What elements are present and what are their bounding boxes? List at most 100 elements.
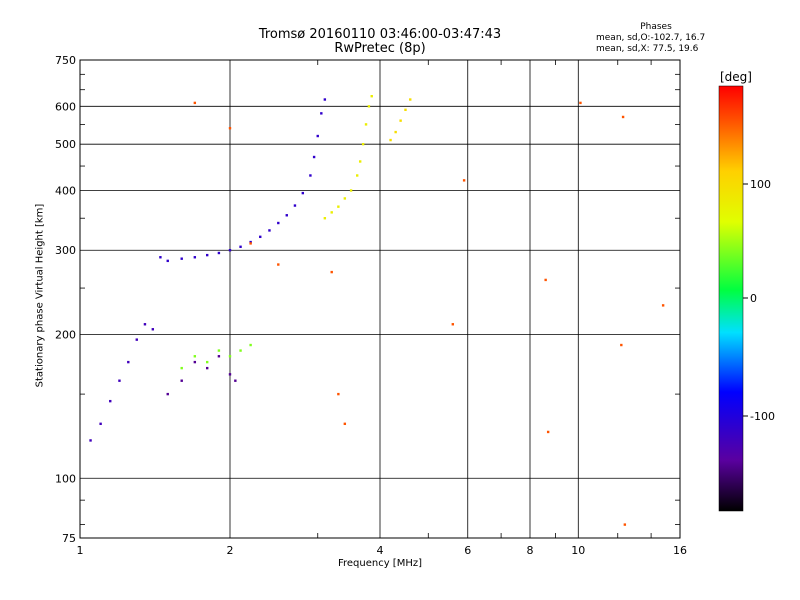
x-tick-label: 10 [571, 544, 585, 557]
data-point [193, 101, 197, 105]
phase-stats-o: mean, sd,O:-102.7, 16.7 [596, 33, 706, 43]
data-point [404, 108, 407, 112]
y-tick-label: 100 [55, 472, 76, 485]
data-point [323, 98, 327, 101]
data-point [620, 343, 623, 347]
data-point [323, 217, 327, 220]
data-point [249, 343, 252, 347]
data-point [277, 221, 280, 225]
colorbar [718, 85, 744, 512]
plot-frame [79, 59, 681, 539]
colorbar-ticks [743, 183, 748, 417]
data-point [309, 174, 312, 177]
data-point [228, 373, 232, 376]
phase-stats-x: mean, sd,X: 77.5, 19.6 [596, 44, 699, 54]
colorbar-tick-0: 0 [750, 292, 757, 305]
data-point [159, 256, 162, 259]
data-point [301, 191, 305, 195]
grid-lines [79, 59, 681, 539]
y-tick-label: 500 [55, 138, 76, 151]
data-point [228, 355, 232, 358]
data-point [239, 349, 242, 352]
x-axis-ticks: 1 2 4 6 8 10 16 [77, 60, 687, 557]
y-tick-label: 75 [62, 532, 76, 545]
data-point [180, 366, 183, 370]
data-point [370, 94, 373, 98]
x-tick-label: 8 [527, 544, 534, 557]
data-point [109, 399, 112, 403]
data-point [277, 263, 280, 266]
data-point [268, 229, 271, 232]
x-tick-label: 2 [227, 544, 234, 557]
data-point [358, 160, 362, 163]
data-point [312, 155, 316, 159]
x-tick-label: 4 [377, 544, 384, 557]
chart-title: Tromsø 20160110 03:46:00-03:47:43 [258, 27, 502, 42]
data-point [135, 338, 138, 341]
colorbar-tick-neg100: -100 [750, 410, 775, 423]
phase-stats: Phases mean, sd,O:-102.7, 16.7 mean, sd,… [596, 22, 716, 55]
data-point [180, 379, 183, 382]
data-point [234, 379, 237, 382]
data-point [205, 366, 209, 370]
data-point [127, 360, 130, 364]
data-point [337, 205, 340, 208]
y-tick-label: 300 [55, 244, 76, 257]
y-tick-label: 400 [55, 184, 76, 197]
data-points [89, 94, 665, 526]
data-point [546, 430, 550, 434]
data-point [579, 101, 582, 105]
data-point [544, 278, 547, 282]
data-point [143, 323, 147, 326]
data-point [180, 257, 183, 260]
data-point [293, 204, 297, 207]
x-tick-label: 6 [464, 544, 471, 557]
data-point [205, 360, 209, 364]
colorbar-label: [deg] [720, 70, 752, 84]
x-tick-label: 1 [77, 544, 84, 557]
data-point [364, 123, 368, 126]
y-tick-label: 600 [55, 100, 76, 113]
data-point [394, 130, 397, 134]
data-point [355, 174, 359, 177]
data-point [316, 134, 319, 138]
data-point [361, 142, 365, 146]
data-point [217, 349, 221, 352]
y-axis-label: Stationary phase Virtual Height [km] [34, 203, 46, 388]
data-point [249, 240, 252, 244]
data-point [259, 235, 262, 239]
data-point [99, 422, 102, 426]
data-point [389, 138, 392, 142]
data-point [462, 179, 466, 182]
data-point [285, 214, 288, 217]
chart-subtitle: RwPretec (8p) [334, 41, 426, 56]
data-point [320, 112, 323, 115]
x-axis-label: Frequency [MHz] [337, 558, 423, 569]
y-tick-label: 200 [55, 328, 76, 341]
data-point [330, 270, 333, 274]
data-point [118, 379, 121, 382]
data-point [193, 360, 197, 364]
data-point [623, 523, 627, 526]
data-point [166, 392, 169, 396]
colorbar-tick-100: 100 [750, 178, 771, 191]
y-axis-ticks: 75 100 200 300 400 500 600 750 [55, 54, 680, 545]
data-point [228, 249, 232, 252]
data-point [205, 253, 209, 257]
data-point [239, 245, 242, 248]
data-point [661, 304, 665, 307]
data-point [367, 105, 371, 108]
x-tick-label: 16 [673, 544, 687, 557]
data-point [89, 439, 92, 442]
data-point [228, 126, 232, 130]
data-point [193, 256, 197, 259]
y-tick-label: 750 [55, 54, 76, 67]
data-point [409, 98, 412, 101]
phase-stats-heading: Phases [640, 22, 672, 32]
data-point [621, 115, 625, 119]
data-point [193, 355, 197, 358]
data-point [343, 197, 347, 200]
data-point [349, 189, 353, 192]
data-point [151, 328, 155, 331]
data-point [217, 355, 221, 358]
